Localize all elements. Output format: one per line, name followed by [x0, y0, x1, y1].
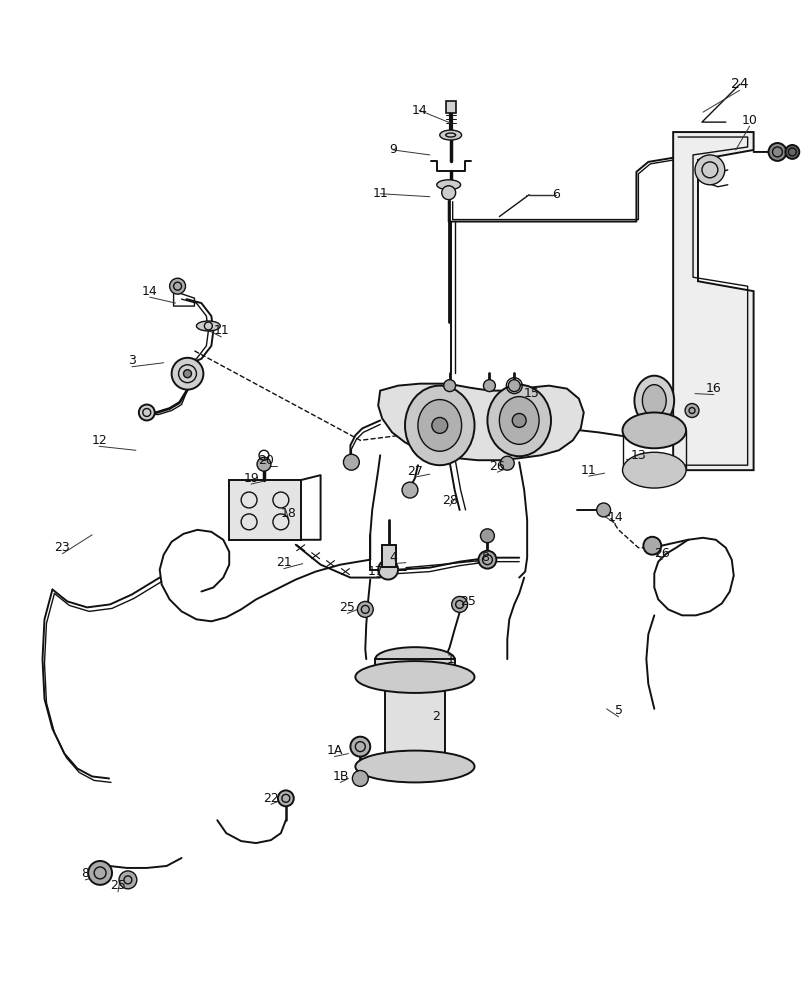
Text: 26: 26: [489, 460, 504, 473]
Text: 6: 6: [551, 188, 560, 201]
Text: 5: 5: [614, 704, 622, 717]
Circle shape: [378, 560, 397, 580]
Circle shape: [500, 456, 513, 470]
Circle shape: [350, 737, 370, 757]
Text: 28: 28: [441, 493, 457, 506]
Text: 20: 20: [258, 454, 273, 467]
Circle shape: [257, 457, 271, 471]
Circle shape: [483, 380, 495, 392]
Circle shape: [169, 278, 185, 294]
Circle shape: [684, 404, 698, 417]
Ellipse shape: [622, 412, 685, 448]
Text: 15: 15: [522, 387, 539, 400]
Polygon shape: [229, 480, 300, 540]
Text: 2: 2: [431, 710, 440, 723]
Text: 22: 22: [263, 792, 278, 805]
Ellipse shape: [436, 180, 460, 190]
Circle shape: [642, 537, 660, 555]
Text: 27: 27: [406, 465, 423, 478]
Ellipse shape: [355, 661, 474, 693]
Circle shape: [139, 405, 155, 420]
Text: 23: 23: [54, 541, 71, 554]
Circle shape: [183, 370, 191, 378]
Text: 8: 8: [81, 867, 89, 880]
Circle shape: [119, 871, 137, 889]
Circle shape: [694, 155, 724, 185]
Ellipse shape: [499, 397, 539, 444]
Circle shape: [171, 358, 203, 390]
Text: 12: 12: [91, 434, 107, 447]
Polygon shape: [378, 384, 583, 460]
Circle shape: [596, 503, 610, 517]
Text: 17: 17: [367, 565, 383, 578]
Text: 8: 8: [481, 551, 489, 564]
Text: 16: 16: [705, 382, 721, 395]
Text: 18: 18: [281, 507, 296, 520]
Text: 25: 25: [110, 879, 126, 892]
Circle shape: [88, 861, 112, 885]
Circle shape: [431, 417, 447, 433]
Text: 21: 21: [276, 556, 291, 569]
Text: 19: 19: [242, 472, 259, 485]
Text: 9: 9: [388, 143, 397, 156]
Circle shape: [767, 143, 785, 161]
Bar: [375, 659, 454, 677]
Text: 14: 14: [411, 104, 427, 117]
Text: 11: 11: [372, 187, 388, 200]
Ellipse shape: [642, 385, 665, 416]
Text: 1: 1: [446, 653, 454, 666]
Bar: [384, 677, 444, 767]
Circle shape: [478, 551, 496, 569]
Ellipse shape: [441, 186, 455, 200]
Circle shape: [480, 529, 494, 543]
Circle shape: [512, 413, 526, 427]
Circle shape: [352, 770, 368, 786]
Ellipse shape: [405, 386, 474, 465]
Text: 11: 11: [580, 464, 596, 477]
Circle shape: [508, 380, 520, 392]
Text: 11: 11: [213, 324, 229, 337]
Circle shape: [443, 380, 455, 392]
Text: 25: 25: [339, 601, 355, 614]
Ellipse shape: [622, 452, 685, 488]
Text: 14: 14: [607, 511, 623, 524]
Text: 1A: 1A: [326, 744, 342, 757]
Text: 1B: 1B: [332, 770, 348, 783]
Circle shape: [401, 482, 418, 498]
Ellipse shape: [355, 751, 474, 782]
Ellipse shape: [418, 400, 461, 451]
Text: 25: 25: [459, 595, 475, 608]
Text: 4: 4: [388, 551, 397, 564]
Circle shape: [357, 601, 373, 617]
Circle shape: [784, 145, 798, 159]
Bar: [382, 545, 396, 567]
Text: 24: 24: [730, 77, 748, 91]
Text: 3: 3: [128, 354, 135, 367]
Circle shape: [277, 790, 294, 806]
Circle shape: [451, 596, 467, 612]
Polygon shape: [672, 132, 753, 470]
Ellipse shape: [440, 130, 461, 140]
Ellipse shape: [196, 321, 220, 331]
Text: 10: 10: [740, 114, 757, 127]
Ellipse shape: [633, 376, 673, 425]
Circle shape: [343, 454, 359, 470]
Text: 14: 14: [142, 285, 157, 298]
Text: 13: 13: [630, 449, 646, 462]
Text: 26: 26: [654, 547, 669, 560]
Bar: [445, 101, 455, 113]
Ellipse shape: [375, 665, 454, 689]
Ellipse shape: [487, 385, 551, 456]
Ellipse shape: [375, 647, 454, 671]
